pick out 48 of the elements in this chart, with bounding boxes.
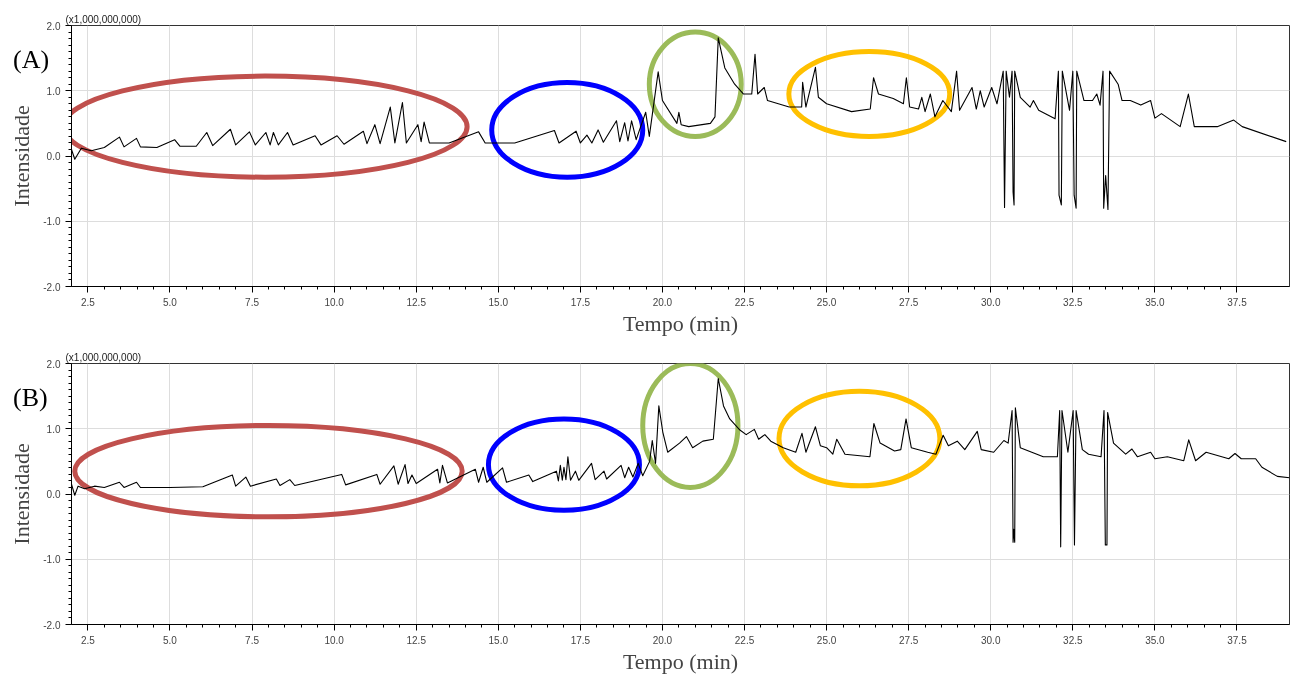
x-tick-label: 20.0: [652, 296, 673, 308]
x-tick-label: 5.0: [163, 634, 178, 646]
x-axis-title: Tempo (min): [622, 648, 739, 674]
text: (B): [13, 382, 48, 414]
x-tick-label: 22.5: [734, 296, 755, 308]
x-tick-label: 10.0: [324, 634, 345, 646]
y-tick-label: -2.0: [43, 281, 61, 293]
x-tick-label: 10.0: [324, 296, 345, 308]
x-tick-label: 7.5: [245, 296, 260, 308]
x-tick-label: 27.5: [898, 296, 919, 308]
x-tick-label: 17.5: [570, 296, 591, 308]
x-tick-label: 32.5: [1063, 296, 1083, 308]
y-tick-label: 0.0: [46, 489, 61, 500]
x-tick-label: 12.5: [406, 296, 427, 308]
x-tick-label: 37.5: [1227, 634, 1248, 646]
y-tick-label: -2.0: [43, 619, 61, 631]
x-axis-title: Tempo (min): [622, 310, 739, 336]
y-axis-title: Intensidade: [9, 443, 35, 545]
text: (A): [13, 44, 50, 76]
x-tick-label: 35.0: [1145, 296, 1166, 308]
x-tick-label: 17.5: [570, 634, 591, 646]
x-tick-label: 30.0: [981, 634, 1001, 646]
y-tick-label: 2.0: [46, 358, 61, 370]
x-tick-label: 7.5: [245, 634, 260, 646]
x-tick-label: 5.0: [163, 296, 178, 308]
x-tick-label: 25.0: [816, 296, 837, 308]
x-tick-label: 27.5: [898, 634, 919, 646]
x-tick-label: 32.5: [1063, 634, 1083, 646]
x-tick-label: 2.5: [80, 296, 96, 308]
y-tick-label: 1.0: [46, 85, 61, 97]
x-tick-label: 20.0: [652, 634, 673, 646]
x-tick-label: 30.0: [981, 296, 1001, 308]
y-tick-label: -1.0: [43, 216, 61, 228]
y-tick-label: 2.0: [46, 20, 61, 32]
y-tick-label: 0.0: [46, 151, 61, 162]
y-axis-title: Intensidade: [9, 105, 35, 207]
x-tick-label: 25.0: [816, 634, 837, 646]
x-tick-label: 15.0: [488, 634, 509, 646]
y-tick-label: 1.0: [46, 423, 61, 435]
y-tick-label: -1.0: [43, 554, 61, 566]
x-tick-label: 15.0: [488, 296, 509, 308]
text: (x1,000,000,000): [65, 13, 142, 25]
text: (x1,000,000,000): [65, 351, 142, 363]
x-tick-label: 37.5: [1227, 296, 1248, 308]
x-tick-label: 22.5: [734, 634, 755, 646]
x-tick-label: 35.0: [1145, 634, 1166, 646]
x-tick-label: 12.5: [406, 634, 427, 646]
x-tick-label: 2.5: [80, 634, 96, 646]
